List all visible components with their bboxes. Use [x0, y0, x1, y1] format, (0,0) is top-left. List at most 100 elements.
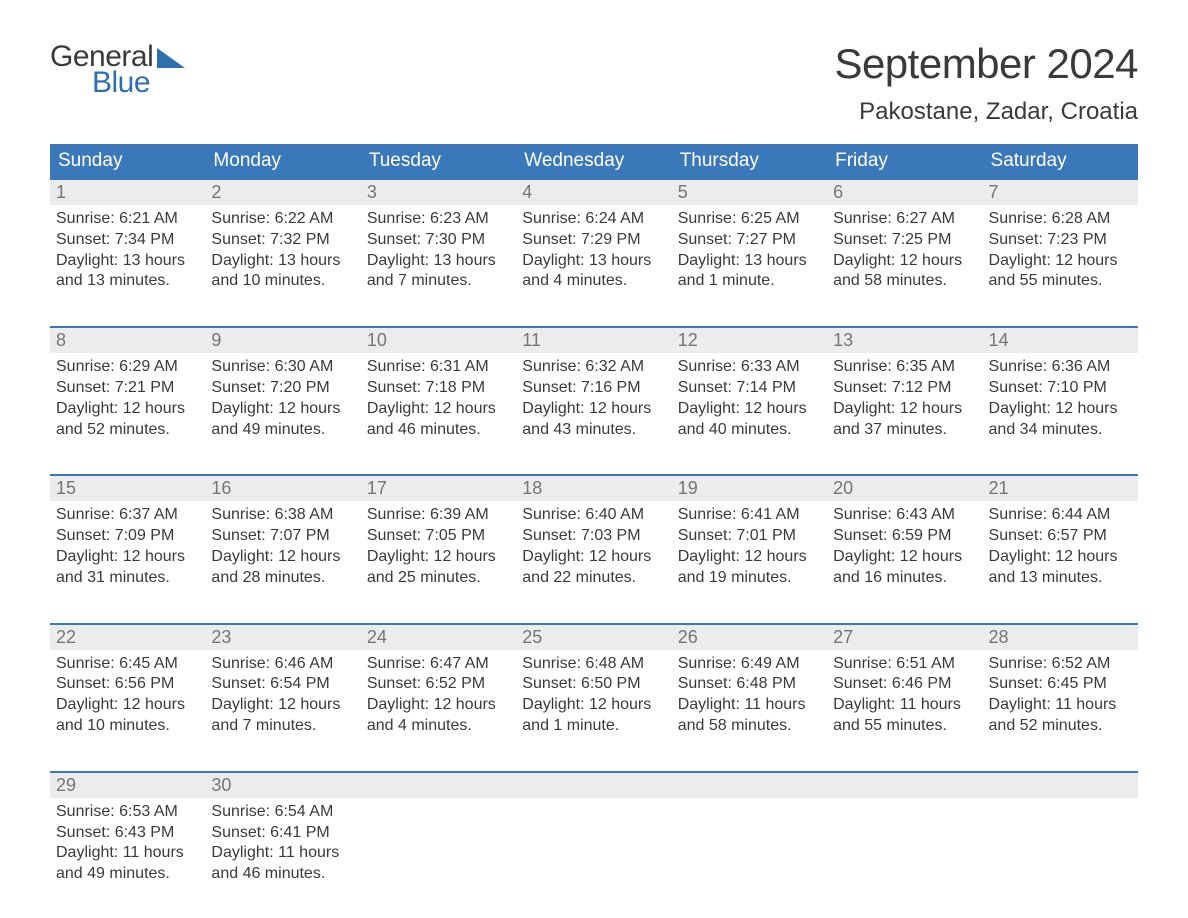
daylight-line-2: and 4 minutes.	[522, 271, 665, 292]
day-details: Sunrise: 6:36 AMSunset: 7:10 PMDaylight:…	[983, 353, 1138, 440]
daylight-line-1: Daylight: 13 hours	[211, 251, 354, 272]
day-details: Sunrise: 6:48 AMSunset: 6:50 PMDaylight:…	[516, 650, 671, 737]
day-details: Sunrise: 6:23 AMSunset: 7:30 PMDaylight:…	[361, 205, 516, 292]
daylight-line-1: Daylight: 12 hours	[56, 695, 199, 716]
calendar-day: 16Sunrise: 6:38 AMSunset: 7:07 PMDayligh…	[205, 476, 360, 596]
day-details: Sunrise: 6:45 AMSunset: 6:56 PMDaylight:…	[50, 650, 205, 737]
calendar-day: 20Sunrise: 6:43 AMSunset: 6:59 PMDayligh…	[827, 476, 982, 596]
daylight-line-1: Daylight: 13 hours	[678, 251, 821, 272]
daylight-line-1: Daylight: 11 hours	[56, 843, 199, 864]
sunset-line: Sunset: 7:20 PM	[211, 378, 354, 399]
daylight-line-1: Daylight: 11 hours	[678, 695, 821, 716]
day-details: Sunrise: 6:25 AMSunset: 7:27 PMDaylight:…	[672, 205, 827, 292]
day-number: .	[983, 773, 1138, 798]
logo-text-blue: Blue	[92, 66, 150, 100]
day-number: 25	[516, 625, 671, 650]
daylight-line-1: Daylight: 12 hours	[678, 547, 821, 568]
day-number: 14	[983, 328, 1138, 353]
daylight-line-1: Daylight: 12 hours	[522, 547, 665, 568]
daylight-line-2: and 13 minutes.	[989, 568, 1132, 589]
sunset-line: Sunset: 7:16 PM	[522, 378, 665, 399]
daylight-line-1: Daylight: 13 hours	[522, 251, 665, 272]
daylight-line-2: and 22 minutes.	[522, 568, 665, 589]
day-of-week-label: Friday	[827, 144, 982, 178]
calendar-day: .	[983, 773, 1138, 893]
sunset-line: Sunset: 6:54 PM	[211, 674, 354, 695]
day-details: Sunrise: 6:41 AMSunset: 7:01 PMDaylight:…	[672, 501, 827, 588]
day-details: Sunrise: 6:39 AMSunset: 7:05 PMDaylight:…	[361, 501, 516, 588]
calendar-day: 21Sunrise: 6:44 AMSunset: 6:57 PMDayligh…	[983, 476, 1138, 596]
sunset-line: Sunset: 7:12 PM	[833, 378, 976, 399]
day-number: 13	[827, 328, 982, 353]
daylight-line-1: Daylight: 12 hours	[833, 251, 976, 272]
day-number: 4	[516, 180, 671, 205]
calendar-day: 14Sunrise: 6:36 AMSunset: 7:10 PMDayligh…	[983, 328, 1138, 448]
calendar-day: 4Sunrise: 6:24 AMSunset: 7:29 PMDaylight…	[516, 180, 671, 300]
calendar-day: 25Sunrise: 6:48 AMSunset: 6:50 PMDayligh…	[516, 625, 671, 745]
calendar-week: 1Sunrise: 6:21 AMSunset: 7:34 PMDaylight…	[50, 178, 1138, 300]
sunset-line: Sunset: 6:43 PM	[56, 823, 199, 844]
day-number: 15	[50, 476, 205, 501]
daylight-line-1: Daylight: 11 hours	[833, 695, 976, 716]
sunset-line: Sunset: 6:50 PM	[522, 674, 665, 695]
day-details: Sunrise: 6:38 AMSunset: 7:07 PMDaylight:…	[205, 501, 360, 588]
calendar-day: 7Sunrise: 6:28 AMSunset: 7:23 PMDaylight…	[983, 180, 1138, 300]
day-number: .	[827, 773, 982, 798]
sunrise-line: Sunrise: 6:39 AM	[367, 505, 510, 526]
daylight-line-1: Daylight: 12 hours	[367, 399, 510, 420]
calendar-day: 8Sunrise: 6:29 AMSunset: 7:21 PMDaylight…	[50, 328, 205, 448]
sunrise-line: Sunrise: 6:53 AM	[56, 802, 199, 823]
sunrise-line: Sunrise: 6:37 AM	[56, 505, 199, 526]
calendar-day: 23Sunrise: 6:46 AMSunset: 6:54 PMDayligh…	[205, 625, 360, 745]
day-number: 23	[205, 625, 360, 650]
calendar-week: 8Sunrise: 6:29 AMSunset: 7:21 PMDaylight…	[50, 326, 1138, 448]
calendar-day: 30Sunrise: 6:54 AMSunset: 6:41 PMDayligh…	[205, 773, 360, 893]
sunrise-line: Sunrise: 6:30 AM	[211, 357, 354, 378]
sunset-line: Sunset: 7:21 PM	[56, 378, 199, 399]
sunset-line: Sunset: 6:46 PM	[833, 674, 976, 695]
daylight-line-2: and 55 minutes.	[833, 716, 976, 737]
day-details: Sunrise: 6:24 AMSunset: 7:29 PMDaylight:…	[516, 205, 671, 292]
day-details: Sunrise: 6:40 AMSunset: 7:03 PMDaylight:…	[516, 501, 671, 588]
daylight-line-1: Daylight: 12 hours	[833, 399, 976, 420]
day-details: Sunrise: 6:32 AMSunset: 7:16 PMDaylight:…	[516, 353, 671, 440]
day-of-week-label: Monday	[205, 144, 360, 178]
calendar-day: 2Sunrise: 6:22 AMSunset: 7:32 PMDaylight…	[205, 180, 360, 300]
day-number: 7	[983, 180, 1138, 205]
day-details: Sunrise: 6:31 AMSunset: 7:18 PMDaylight:…	[361, 353, 516, 440]
day-details: Sunrise: 6:43 AMSunset: 6:59 PMDaylight:…	[827, 501, 982, 588]
day-details: Sunrise: 6:33 AMSunset: 7:14 PMDaylight:…	[672, 353, 827, 440]
daylight-line-2: and 10 minutes.	[211, 271, 354, 292]
sunrise-line: Sunrise: 6:27 AM	[833, 209, 976, 230]
daylight-line-2: and 52 minutes.	[56, 420, 199, 441]
calendar-day: 10Sunrise: 6:31 AMSunset: 7:18 PMDayligh…	[361, 328, 516, 448]
calendar-week: 15Sunrise: 6:37 AMSunset: 7:09 PMDayligh…	[50, 474, 1138, 596]
sunrise-line: Sunrise: 6:47 AM	[367, 654, 510, 675]
sunset-line: Sunset: 6:52 PM	[367, 674, 510, 695]
calendar-day: 12Sunrise: 6:33 AMSunset: 7:14 PMDayligh…	[672, 328, 827, 448]
daylight-line-2: and 4 minutes.	[367, 716, 510, 737]
daylight-line-2: and 49 minutes.	[211, 420, 354, 441]
sunset-line: Sunset: 6:48 PM	[678, 674, 821, 695]
daylight-line-2: and 49 minutes.	[56, 864, 199, 885]
sunrise-line: Sunrise: 6:32 AM	[522, 357, 665, 378]
daylight-line-1: Daylight: 12 hours	[211, 547, 354, 568]
sunset-line: Sunset: 6:56 PM	[56, 674, 199, 695]
sunrise-line: Sunrise: 6:52 AM	[989, 654, 1132, 675]
day-details: Sunrise: 6:46 AMSunset: 6:54 PMDaylight:…	[205, 650, 360, 737]
sunrise-line: Sunrise: 6:40 AM	[522, 505, 665, 526]
daylight-line-2: and 25 minutes.	[367, 568, 510, 589]
day-of-week-label: Thursday	[672, 144, 827, 178]
sunrise-line: Sunrise: 6:31 AM	[367, 357, 510, 378]
day-number: 9	[205, 328, 360, 353]
sunrise-line: Sunrise: 6:24 AM	[522, 209, 665, 230]
daylight-line-2: and 13 minutes.	[56, 271, 199, 292]
day-details: Sunrise: 6:37 AMSunset: 7:09 PMDaylight:…	[50, 501, 205, 588]
daylight-line-2: and 7 minutes.	[211, 716, 354, 737]
sunset-line: Sunset: 7:32 PM	[211, 230, 354, 251]
calendar: SundayMondayTuesdayWednesdayThursdayFrid…	[50, 144, 1138, 893]
daylight-line-1: Daylight: 12 hours	[367, 695, 510, 716]
day-details: Sunrise: 6:28 AMSunset: 7:23 PMDaylight:…	[983, 205, 1138, 292]
calendar-day: 3Sunrise: 6:23 AMSunset: 7:30 PMDaylight…	[361, 180, 516, 300]
day-number: 27	[827, 625, 982, 650]
